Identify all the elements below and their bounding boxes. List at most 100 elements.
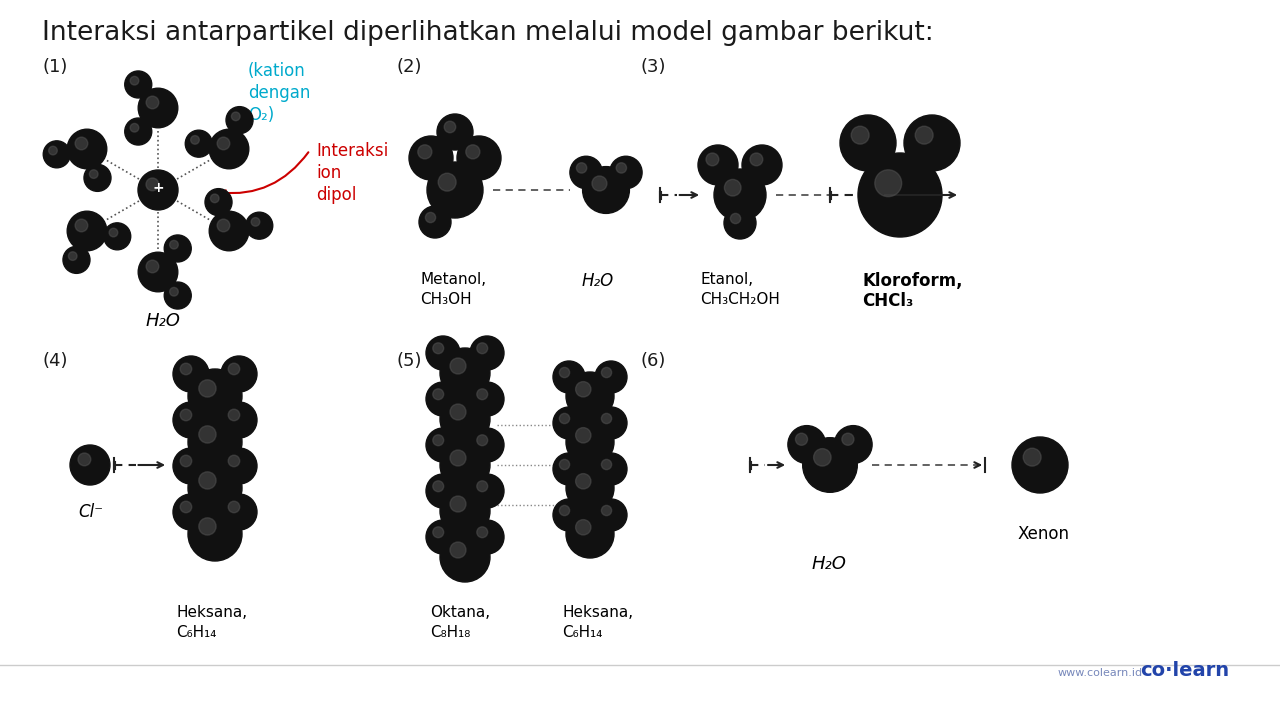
Circle shape [724, 207, 756, 239]
Circle shape [63, 246, 90, 274]
Circle shape [433, 389, 444, 400]
Circle shape [426, 382, 460, 416]
Circle shape [788, 426, 826, 464]
Circle shape [595, 361, 627, 393]
Circle shape [180, 409, 192, 420]
Circle shape [246, 212, 273, 239]
Text: dengan: dengan [248, 84, 310, 102]
Circle shape [595, 407, 627, 439]
Circle shape [221, 356, 257, 392]
Circle shape [576, 382, 591, 397]
Circle shape [410, 136, 453, 180]
Circle shape [164, 235, 191, 262]
Circle shape [698, 145, 739, 185]
Circle shape [576, 474, 591, 489]
Circle shape [425, 212, 435, 222]
Circle shape [436, 114, 474, 150]
Text: +: + [152, 181, 164, 195]
Text: ion: ion [316, 164, 342, 182]
Circle shape [440, 486, 490, 536]
Circle shape [595, 453, 627, 485]
Circle shape [440, 440, 490, 490]
Circle shape [170, 240, 178, 249]
Circle shape [559, 505, 570, 516]
Circle shape [232, 112, 241, 121]
Circle shape [451, 358, 466, 374]
Circle shape [209, 211, 248, 251]
Circle shape [173, 356, 209, 392]
Text: CHCl₃: CHCl₃ [861, 292, 913, 310]
Text: CH₃CH₂OH: CH₃CH₂OH [700, 292, 780, 307]
Circle shape [426, 336, 460, 370]
Circle shape [470, 474, 504, 508]
Circle shape [180, 501, 192, 513]
Circle shape [209, 129, 248, 168]
Circle shape [426, 520, 460, 554]
Circle shape [124, 118, 152, 145]
Circle shape [814, 449, 831, 466]
Circle shape [576, 163, 586, 173]
Circle shape [221, 494, 257, 530]
Text: CH₃OH: CH₃OH [420, 292, 471, 307]
Circle shape [451, 450, 466, 466]
Text: Interaksi antarpartikel diperlihatkan melalui model gambar berikut:: Interaksi antarpartikel diperlihatkan me… [42, 20, 933, 46]
Circle shape [477, 389, 488, 400]
Circle shape [218, 137, 230, 150]
Circle shape [428, 162, 483, 218]
Circle shape [104, 222, 131, 250]
Circle shape [750, 153, 763, 166]
Circle shape [1012, 437, 1068, 493]
Circle shape [173, 494, 209, 530]
Circle shape [595, 499, 627, 531]
Circle shape [426, 474, 460, 508]
Circle shape [803, 438, 858, 492]
Text: (kation: (kation [248, 62, 306, 80]
Circle shape [602, 413, 612, 423]
Circle shape [553, 453, 585, 485]
Circle shape [444, 121, 456, 132]
Circle shape [842, 433, 854, 445]
Text: (1): (1) [42, 58, 68, 76]
Circle shape [742, 145, 782, 185]
Circle shape [426, 428, 460, 462]
Circle shape [67, 129, 106, 168]
Circle shape [457, 136, 500, 180]
Circle shape [84, 164, 111, 192]
Circle shape [221, 448, 257, 484]
Circle shape [109, 228, 118, 237]
Circle shape [138, 170, 178, 210]
Circle shape [451, 404, 466, 420]
Text: Heksana,: Heksana, [562, 605, 634, 620]
Circle shape [433, 435, 444, 446]
Circle shape [173, 448, 209, 484]
Circle shape [146, 260, 159, 273]
Circle shape [477, 527, 488, 538]
Circle shape [915, 126, 933, 144]
Circle shape [566, 418, 614, 466]
Circle shape [477, 481, 488, 492]
Text: H₂O: H₂O [812, 555, 847, 573]
Text: (2): (2) [396, 58, 421, 76]
Text: (6): (6) [640, 352, 666, 370]
Circle shape [724, 179, 741, 196]
Text: Oktana,: Oktana, [430, 605, 490, 620]
Text: C₆H₁₄: C₆H₁₄ [562, 625, 603, 640]
Circle shape [417, 145, 431, 159]
Circle shape [609, 156, 643, 189]
Text: Etanol,: Etanol, [700, 272, 753, 287]
Circle shape [170, 287, 178, 296]
Circle shape [559, 367, 570, 377]
Circle shape [438, 174, 456, 191]
Circle shape [68, 252, 77, 261]
Circle shape [44, 141, 70, 168]
Circle shape [470, 336, 504, 370]
Circle shape [851, 126, 869, 144]
Text: Xenon: Xenon [1018, 525, 1070, 543]
Circle shape [566, 372, 614, 420]
Text: H₂O: H₂O [582, 272, 614, 290]
Circle shape [164, 282, 191, 309]
Circle shape [146, 178, 159, 191]
Circle shape [477, 343, 488, 354]
Circle shape [198, 472, 216, 489]
Circle shape [795, 433, 808, 445]
